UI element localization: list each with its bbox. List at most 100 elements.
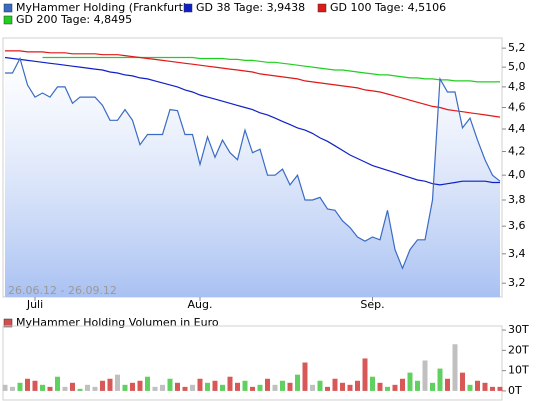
- y-tick-label: 20T: [508, 343, 529, 356]
- volume-bar: [242, 380, 248, 391]
- legend-swatch: [3, 15, 13, 25]
- y-tick-label: 3,8: [508, 193, 526, 206]
- volume-bar: [197, 378, 203, 391]
- volume-bar: [235, 382, 240, 391]
- y-tick-label: 0T: [508, 384, 522, 397]
- volume-bar: [272, 384, 278, 391]
- y-tick-label: 4,6: [508, 100, 526, 113]
- volume-bar: [340, 382, 345, 391]
- volume-bar: [47, 386, 53, 391]
- y-tick-label: 3,6: [508, 219, 526, 232]
- volume-bar: [32, 380, 38, 391]
- volume-bar: [70, 382, 75, 391]
- y-tick-label: 10T: [508, 364, 529, 377]
- volume-bar: [25, 378, 30, 391]
- y-tick-label: 4,4: [508, 122, 526, 135]
- volume-bar: [55, 376, 60, 391]
- volume-bar: [280, 380, 285, 391]
- x-tick-label: Juli: [26, 298, 43, 311]
- volume-bar: [445, 378, 450, 391]
- volume-bar: [385, 386, 390, 391]
- volume-bar: [10, 386, 15, 391]
- volume-bar: [407, 372, 413, 391]
- volume-bar: [205, 382, 210, 391]
- volume-bar: [355, 380, 360, 391]
- volume-bar: [130, 382, 135, 391]
- volume-bar: [475, 380, 480, 391]
- volume-bar: [310, 384, 315, 391]
- volume-bar: [422, 360, 428, 391]
- volume-bar: [160, 384, 165, 391]
- volume-bar: [115, 374, 120, 391]
- volume-bar: [2, 384, 8, 391]
- y-tick-label: 5,0: [508, 60, 526, 73]
- volume-bar: [482, 382, 488, 391]
- series-line: [5, 56, 501, 270]
- legend-swatch: [3, 318, 13, 328]
- y-tick-label: 4,8: [508, 80, 526, 93]
- volume-bar: [167, 378, 173, 391]
- volume-bar: [460, 372, 465, 391]
- volume-bar: [227, 376, 233, 391]
- volume-bar: [317, 380, 323, 391]
- volume-bar: [392, 384, 398, 391]
- legend-label: GD 100 Tage: 4,5106: [330, 1, 446, 14]
- volume-bar: [107, 378, 113, 391]
- volume-bar: [190, 384, 195, 391]
- volume-bar: [257, 384, 263, 391]
- series-line: [4, 56, 500, 186]
- y-tick-label: 30T: [508, 323, 529, 336]
- volume-bar: [137, 380, 143, 391]
- volume-bar: [497, 386, 503, 391]
- series-line: [42, 56, 500, 83]
- y-tick-label: 5,2: [508, 41, 526, 54]
- volume-bar: [302, 362, 308, 391]
- volume-bar: [362, 358, 368, 391]
- volume-bar: [122, 384, 128, 391]
- legend-label: MyHammer Holding (Frankfurt): [16, 1, 187, 14]
- volume-bar: [152, 386, 158, 391]
- volume-bar: [212, 380, 218, 391]
- legend-label: GD 200 Tage: 4,8495: [16, 13, 132, 26]
- volume-bar: [62, 386, 68, 391]
- price-area: [5, 58, 500, 297]
- volume-bar: [467, 384, 473, 391]
- volume-bar: [182, 386, 188, 391]
- volume-bar: [332, 378, 338, 391]
- volume-bar: [295, 374, 300, 391]
- volume-bar: [437, 368, 443, 391]
- volume-bar: [100, 380, 105, 391]
- volume-bar: [145, 376, 150, 391]
- y-tick-label: 4,2: [508, 145, 526, 158]
- y-tick-label: 3,4: [508, 247, 526, 260]
- y-tick-label: 4,0: [508, 168, 526, 181]
- date-range: 26.06.12 - 26.09.12: [8, 284, 117, 297]
- volume-bar: [265, 378, 270, 391]
- volume-bar: [452, 344, 458, 391]
- volume-bar: [287, 382, 293, 391]
- volume-bar: [347, 384, 353, 391]
- volume-bar: [40, 384, 45, 391]
- legend-swatch: [183, 3, 193, 13]
- x-tick-label: Aug.: [188, 298, 213, 311]
- volume-bar: [490, 386, 495, 391]
- volume-bar: [77, 388, 83, 391]
- volume-bar: [17, 382, 23, 391]
- legend-swatch: [3, 3, 13, 13]
- volume-bar: [415, 380, 420, 391]
- x-tick-label: Sep.: [360, 298, 384, 311]
- volume-bar: [400, 378, 405, 391]
- volume-bar: [325, 386, 330, 391]
- legend-label: GD 38 Tage: 3,9438: [196, 1, 305, 14]
- series-line: [5, 50, 501, 118]
- volume-bar: [377, 382, 383, 391]
- volume-bar: [370, 376, 375, 391]
- volume-bar: [175, 382, 180, 391]
- y-tick-label: 3,2: [508, 276, 526, 289]
- plot-frame: [2, 325, 503, 401]
- volume-bar: [92, 386, 98, 391]
- volume-bar: [85, 384, 90, 391]
- panel-title: MyHammer Holding Volumen in Euro: [16, 316, 219, 329]
- volume-bar: [220, 384, 225, 391]
